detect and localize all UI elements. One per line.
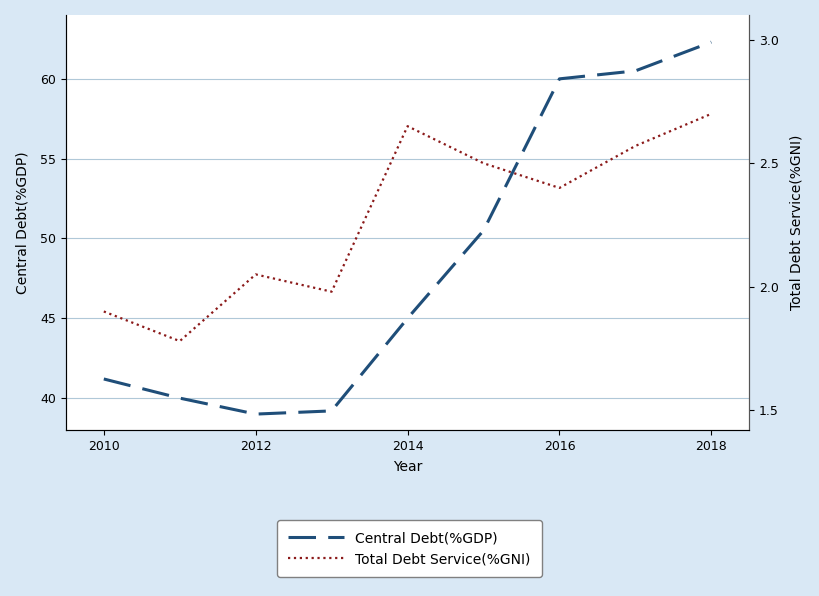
Central Debt(%GDP) — [403, 315, 413, 322]
Total Debt Service(%GNI) — [554, 184, 564, 191]
Central Debt(%GDP) — [174, 395, 184, 402]
Total Debt Service(%GNI) — [707, 110, 717, 117]
X-axis label: Year: Year — [393, 460, 423, 474]
Total Debt Service(%GNI) — [174, 337, 184, 344]
Total Debt Service(%GNI) — [403, 123, 413, 130]
Total Debt Service(%GNI) — [478, 160, 488, 167]
Central Debt(%GDP) — [327, 407, 337, 414]
Legend: Central Debt(%GDP), Total Debt Service(%GNI): Central Debt(%GDP), Total Debt Service(%… — [278, 520, 541, 577]
Line: Central Debt(%GDP): Central Debt(%GDP) — [104, 42, 712, 414]
Central Debt(%GDP) — [707, 39, 717, 46]
Central Debt(%GDP) — [631, 67, 640, 74]
Y-axis label: Total Debt Service(%GNI): Total Debt Service(%GNI) — [790, 135, 804, 310]
Total Debt Service(%GNI) — [327, 288, 337, 295]
Y-axis label: Central Debt(%GDP): Central Debt(%GDP) — [15, 151, 29, 294]
Central Debt(%GDP) — [554, 75, 564, 82]
Central Debt(%GDP) — [99, 375, 109, 383]
Central Debt(%GDP) — [478, 227, 488, 234]
Total Debt Service(%GNI) — [251, 271, 260, 278]
Total Debt Service(%GNI) — [99, 308, 109, 315]
Total Debt Service(%GNI) — [631, 142, 640, 150]
Central Debt(%GDP) — [251, 411, 260, 418]
Line: Total Debt Service(%GNI): Total Debt Service(%GNI) — [104, 114, 712, 341]
